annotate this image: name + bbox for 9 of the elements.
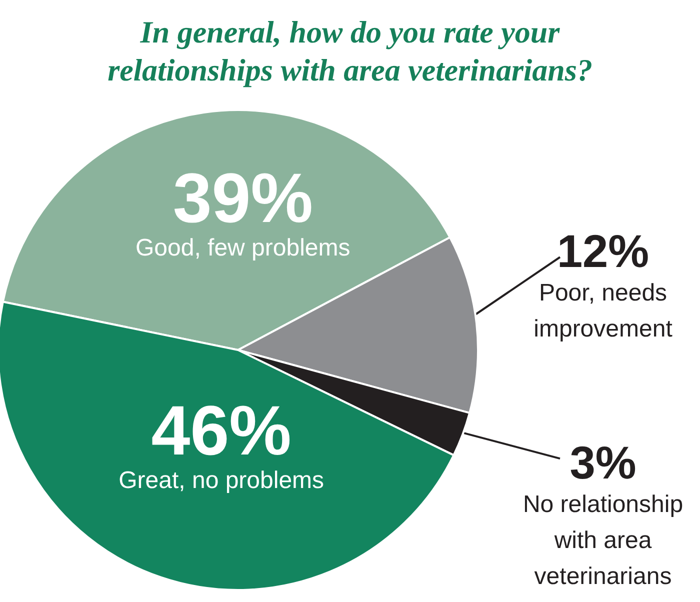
data-label: 3% <box>570 436 636 489</box>
slice-label: No relationship with area veterinarians <box>522 491 684 590</box>
slice-label: Good, few problems <box>135 234 350 262</box>
slice-label: Great, no problems <box>118 467 324 494</box>
data-label: 39% <box>172 159 313 238</box>
slice-label: Poor, needs improvement <box>534 280 673 343</box>
data-label: 12% <box>556 225 650 278</box>
chart-title: In general, how do you rate your relationships with area veterinarians? <box>108 14 592 88</box>
data-label: 46% <box>151 392 292 470</box>
